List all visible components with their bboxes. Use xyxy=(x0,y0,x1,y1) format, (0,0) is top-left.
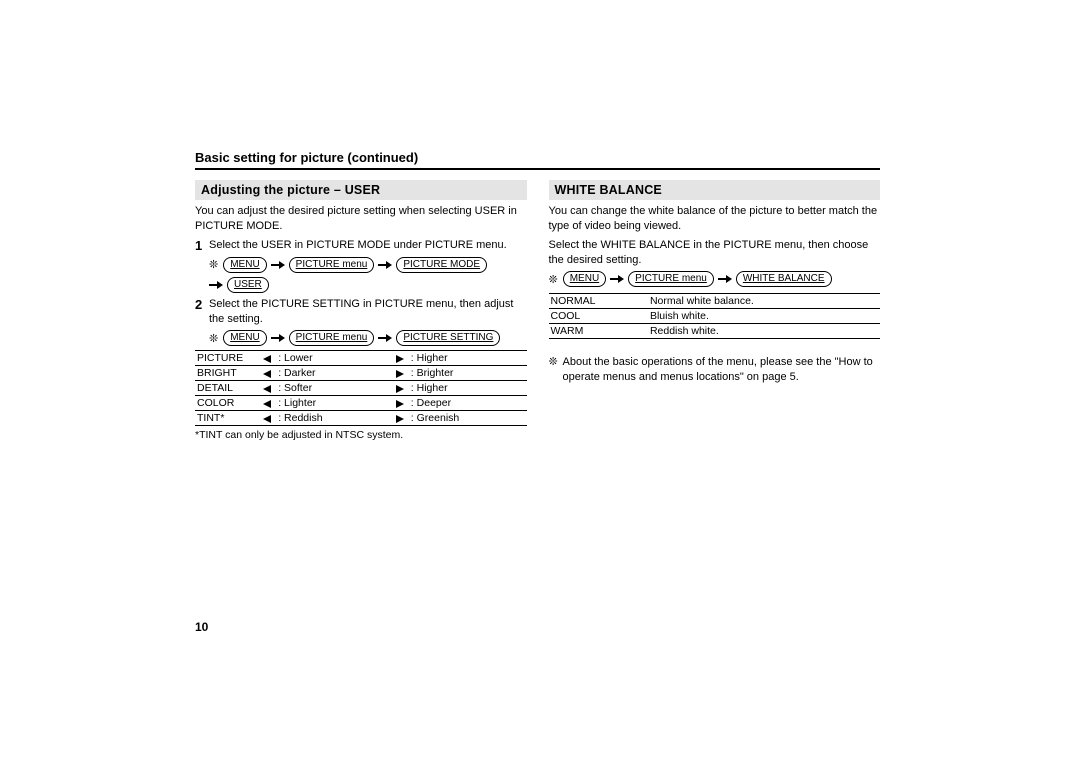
triangle-left-icon xyxy=(263,400,271,408)
setting-right: : Deeper xyxy=(394,396,527,411)
arrow-right-icon xyxy=(209,281,223,289)
table-row: TINT* : Reddish : Greenish xyxy=(195,411,527,426)
triangle-right-icon xyxy=(396,385,404,393)
triangle-right-icon xyxy=(396,415,404,423)
arrow-right-icon xyxy=(718,275,732,283)
step-text: Select the USER in PICTURE MODE under PI… xyxy=(209,238,527,253)
page-title: Basic setting for picture (continued) xyxy=(195,150,880,170)
menu-pill: MENU xyxy=(223,257,266,273)
footer-note: ❊ About the basic operations of the menu… xyxy=(549,355,881,385)
intro-text: Select the WHITE BALANCE in the PICTURE … xyxy=(549,238,881,268)
page-number: 10 xyxy=(195,620,208,634)
arrow-right-icon xyxy=(610,275,624,283)
arrow-right-icon xyxy=(271,334,285,342)
two-column-layout: Adjusting the picture – USER You can adj… xyxy=(195,180,880,441)
setting-left: : Lower xyxy=(261,351,394,366)
wb-mode-desc: Normal white balance. xyxy=(648,294,880,309)
table-row: PICTURE : Lower : Higher xyxy=(195,351,527,366)
wb-mode-name: WARM xyxy=(549,324,648,339)
menu-pill: PICTURE menu xyxy=(628,271,714,287)
menu-pill: PICTURE menu xyxy=(289,330,375,346)
picture-settings-table: PICTURE : Lower : HigherBRIGHT : Darker … xyxy=(195,350,527,426)
setting-left: : Lighter xyxy=(261,396,394,411)
step-number: 1 xyxy=(195,238,209,253)
step-2: 2 Select the PICTURE SETTING in PICTURE … xyxy=(195,297,527,327)
arrow-right-icon xyxy=(378,261,392,269)
intro-text: You can adjust the desired picture setti… xyxy=(195,204,527,234)
table-row: COOLBluish white. xyxy=(549,309,881,324)
setting-right: : Greenish xyxy=(394,411,527,426)
nav-path-wb: ❊ MENU PICTURE menu WHITE BALANCE xyxy=(549,271,881,287)
step-1: 1 Select the USER in PICTURE MODE under … xyxy=(195,238,527,253)
step-text: Select the PICTURE SETTING in PICTURE me… xyxy=(209,297,527,327)
right-column: WHITE BALANCE You can change the white b… xyxy=(549,180,881,441)
triangle-right-icon xyxy=(396,400,404,408)
menu-pill: PICTURE SETTING xyxy=(396,330,500,346)
setting-left: : Softer xyxy=(261,381,394,396)
menu-pill: PICTURE menu xyxy=(289,257,375,273)
triangle-left-icon xyxy=(263,415,271,423)
tint-footnote: *TINT can only be adjusted in NTSC syste… xyxy=(195,429,527,441)
setting-right: : Higher xyxy=(394,351,527,366)
menu-pill: MENU xyxy=(223,330,266,346)
setting-right: : Brighter xyxy=(394,366,527,381)
section-header-white-balance: WHITE BALANCE xyxy=(549,180,881,200)
intro-text: You can change the white balance of the … xyxy=(549,204,881,234)
triangle-right-icon xyxy=(396,370,404,378)
menu-pill: USER xyxy=(227,277,269,293)
table-row: NORMALNormal white balance. xyxy=(549,294,881,309)
arrow-right-icon xyxy=(271,261,285,269)
table-row: WARMReddish white. xyxy=(549,324,881,339)
setting-left: : Reddish xyxy=(261,411,394,426)
table-row: BRIGHT : Darker : Brighter xyxy=(195,366,527,381)
nav-path-1: ❊ MENU PICTURE menu PICTURE MODE xyxy=(209,257,527,273)
note-text: About the basic operations of the menu, … xyxy=(563,355,881,385)
menu-pill: MENU xyxy=(563,271,606,287)
white-balance-table: NORMALNormal white balance.COOLBluish wh… xyxy=(549,293,881,339)
note-marker-icon: ❊ xyxy=(549,273,558,286)
nav-path-2: ❊ MENU PICTURE menu PICTURE SETTING xyxy=(209,330,527,346)
wb-mode-name: NORMAL xyxy=(549,294,648,309)
table-row: COLOR : Lighter : Deeper xyxy=(195,396,527,411)
triangle-left-icon xyxy=(263,370,271,378)
triangle-left-icon xyxy=(263,355,271,363)
note-marker-icon: ❊ xyxy=(209,332,218,345)
setting-right: : Higher xyxy=(394,381,527,396)
section-header-adjusting: Adjusting the picture – USER xyxy=(195,180,527,200)
note-marker-icon: ❊ xyxy=(549,355,563,385)
setting-name: DETAIL xyxy=(195,381,261,396)
triangle-right-icon xyxy=(396,355,404,363)
manual-page: Basic setting for picture (continued) Ad… xyxy=(195,150,880,441)
note-marker-icon: ❊ xyxy=(209,258,218,271)
wb-mode-name: COOL xyxy=(549,309,648,324)
menu-pill: PICTURE MODE xyxy=(396,257,487,273)
nav-path-1b: USER xyxy=(209,277,527,293)
left-column: Adjusting the picture – USER You can adj… xyxy=(195,180,527,441)
table-row: DETAIL : Softer : Higher xyxy=(195,381,527,396)
setting-name: COLOR xyxy=(195,396,261,411)
setting-name: TINT* xyxy=(195,411,261,426)
wb-mode-desc: Reddish white. xyxy=(648,324,880,339)
setting-name: PICTURE xyxy=(195,351,261,366)
menu-pill: WHITE BALANCE xyxy=(736,271,832,287)
triangle-left-icon xyxy=(263,385,271,393)
step-number: 2 xyxy=(195,297,209,327)
setting-left: : Darker xyxy=(261,366,394,381)
setting-name: BRIGHT xyxy=(195,366,261,381)
wb-mode-desc: Bluish white. xyxy=(648,309,880,324)
arrow-right-icon xyxy=(378,334,392,342)
